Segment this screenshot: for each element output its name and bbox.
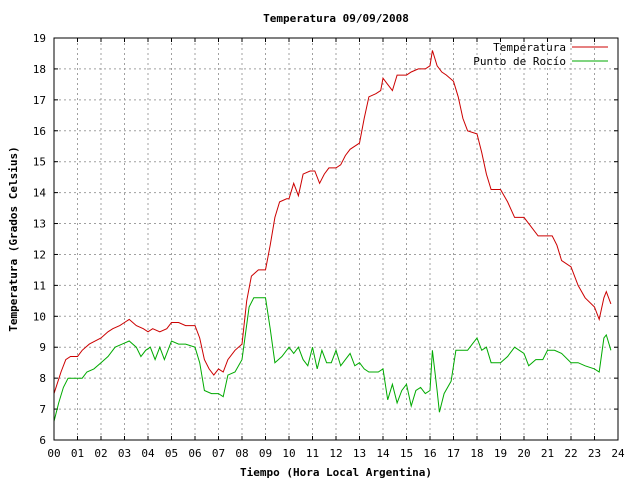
- plot-frame: [53, 37, 619, 441]
- y-tick-label: 19: [33, 32, 46, 45]
- y-tick-label: 8: [39, 372, 46, 385]
- y-tick-label: 13: [33, 218, 46, 231]
- x-tick-label: 19: [494, 447, 507, 460]
- y-tick-label: 14: [33, 187, 47, 200]
- x-tick-label: 13: [353, 447, 366, 460]
- grid-lines: [54, 38, 618, 440]
- series-lines: [53, 50, 612, 422]
- x-tick-label: 24: [611, 447, 625, 460]
- y-tick-label: 12: [33, 248, 46, 261]
- x-tick-label: 00: [47, 447, 60, 460]
- chart-title: Temperatura 09/09/2008: [263, 12, 409, 25]
- y-tick-label: 11: [33, 279, 46, 292]
- x-tick-label: 02: [94, 447, 107, 460]
- series-line-temperatura: [53, 50, 612, 394]
- x-axis-ticks: 00 01 02 03 04 05 06 07 08 09 10 11 12 13 14 15 16 17 18 19…: [47, 38, 625, 460]
- x-tick-label: 15: [400, 447, 413, 460]
- x-axis-label: Tiempo (Hora Local Argentina): [240, 466, 432, 479]
- legend-label-temperatura: Temperatura: [493, 41, 566, 54]
- x-tick-label: 18: [470, 447, 483, 460]
- y-tick-label: 10: [33, 310, 46, 323]
- legend: Temperatura Punto de Rocío: [473, 41, 608, 68]
- y-tick-label: 18: [33, 63, 46, 76]
- x-tick-label: 03: [118, 447, 131, 460]
- x-tick-label: 17: [447, 447, 460, 460]
- x-tick-label: 05: [165, 447, 178, 460]
- x-tick-label: 16: [423, 447, 436, 460]
- x-tick-label: 08: [235, 447, 248, 460]
- x-tick-label: 10: [282, 447, 295, 460]
- x-tick-label: 23: [588, 447, 601, 460]
- x-tick-label: 04: [141, 447, 155, 460]
- x-tick-label: 11: [306, 447, 319, 460]
- x-tick-label: 01: [71, 447, 84, 460]
- y-tick-label: 6: [39, 434, 46, 447]
- x-tick-label: 06: [188, 447, 201, 460]
- y-axis-label: Temperatura (Grados Celsius): [7, 146, 20, 331]
- series-line-punto-de-rocio: [53, 297, 612, 422]
- y-tick-label: 9: [39, 341, 46, 354]
- x-tick-label: 22: [564, 447, 577, 460]
- y-tick-label: 15: [33, 156, 46, 169]
- y-tick-label: 16: [33, 125, 46, 138]
- x-tick-label: 14: [376, 447, 390, 460]
- y-tick-label: 17: [33, 94, 46, 107]
- x-tick-label: 21: [541, 447, 554, 460]
- x-tick-label: 20: [517, 447, 530, 460]
- y-tick-label: 7: [39, 403, 46, 416]
- x-tick-label: 09: [259, 447, 272, 460]
- legend-label-punto-de-rocio: Punto de Rocío: [473, 55, 566, 68]
- x-tick-label: 12: [329, 447, 342, 460]
- x-tick-label: 07: [212, 447, 225, 460]
